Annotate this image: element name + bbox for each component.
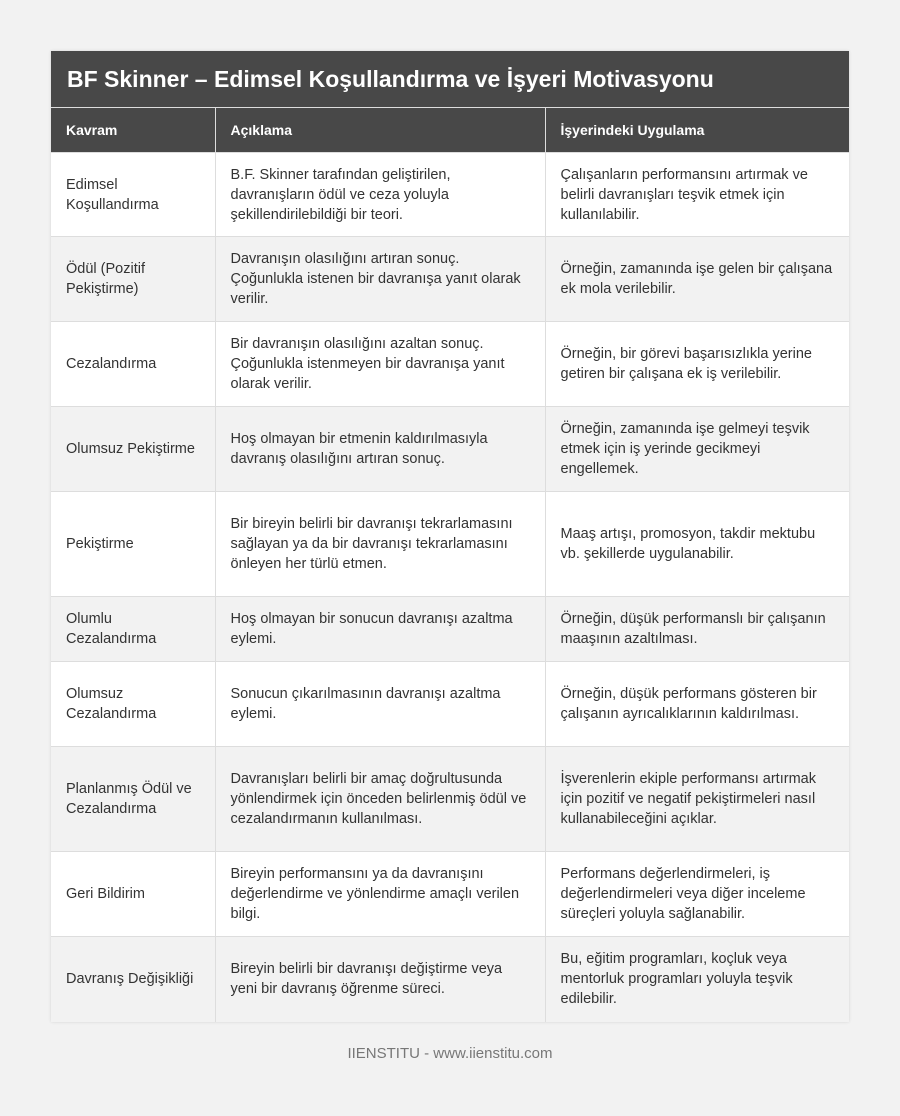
cell-uygulama: Çalışanların performansını artırmak ve b…: [545, 152, 849, 237]
cell-kavram: Davranış Değişikliği: [51, 936, 216, 1022]
column-header-aciklama: Açıklama: [215, 108, 546, 153]
cell-kavram: Olumsuz Pekiştirme: [51, 406, 216, 492]
table-row: Olumsuz Cezalandırma Sonucun çıkarılmasın…: [51, 661, 849, 747]
table-row: Ödül (Pozitif Pekiştirme) Davranışın olas…: [51, 236, 849, 322]
cell-aciklama: Bir davranışın olasılığını azaltan sonuç…: [215, 321, 546, 407]
cell-uygulama: Örneğin, düşük performans gösteren bir ç…: [545, 661, 849, 747]
cell-aciklama: Bireyin belirli bir davranışı değiştirme…: [215, 936, 546, 1022]
cell-kavram: Planlanmış Ödül ve Cezalandırma: [51, 746, 216, 852]
table-row: Geri Bildirim Bireyin performansını ya da…: [51, 851, 849, 937]
table-row: Olumlu Cezalandırma Hoş olmayan bir sonuc…: [51, 596, 849, 662]
cell-kavram: Edimsel Koşullandırma: [51, 152, 216, 237]
concept-table: Kavram Açıklama İşyerindeki Uygulama Edi…: [51, 108, 849, 1022]
table-card: BF Skinner – Edimsel Koşullandırma ve İş…: [51, 51, 849, 1022]
cell-uygulama: Örneğin, bir görevi başarısızlıkla yerin…: [545, 321, 849, 407]
cell-kavram: Olumlu Cezalandırma: [51, 596, 216, 662]
cell-kavram: Cezalandırma: [51, 321, 216, 407]
table-row: Cezalandırma Bir davranışın olasılığını a…: [51, 321, 849, 407]
column-header-kavram: Kavram: [51, 108, 216, 153]
table-row: Pekiştirme Bir bireyin belirli bir davran…: [51, 491, 849, 597]
cell-aciklama: Davranışın olasılığını artıran sonuç. Ço…: [215, 236, 546, 322]
cell-uygulama: Bu, eğitim programları, koçluk veya ment…: [545, 936, 849, 1022]
cell-aciklama: Bireyin performansını ya da davranışını …: [215, 851, 546, 937]
table-row: Davranış Değişikliği Bireyin belirli bir …: [51, 936, 849, 1022]
cell-uygulama: Örneğin, düşük performanslı bir çalışanı…: [545, 596, 849, 662]
cell-uygulama: Performans değerlendirmeleri, iş değerle…: [545, 851, 849, 937]
cell-uygulama: Maaş artışı, promosyon, takdir mektubu v…: [545, 491, 849, 597]
cell-uygulama: İşverenlerin ekiple performansı artırmak…: [545, 746, 849, 852]
cell-aciklama: B.F. Skinner tarafından geliştirilen, da…: [215, 152, 546, 237]
table-row: Planlanmış Ödül ve Cezalandırma Davranışl…: [51, 746, 849, 852]
cell-kavram: Ödül (Pozitif Pekiştirme): [51, 236, 216, 322]
cell-aciklama: Sonucun çıkarılmasının davranışı azaltma…: [215, 661, 546, 747]
cell-kavram: Pekiştirme: [51, 491, 216, 597]
cell-aciklama: Hoş olmayan bir sonucun davranışı azaltm…: [215, 596, 546, 662]
cell-uygulama: Örneğin, zamanında işe gelen bir çalışan…: [545, 236, 849, 322]
table-row: Olumsuz Pekiştirme Hoş olmayan bir etmeni…: [51, 406, 849, 492]
cell-kavram: Geri Bildirim: [51, 851, 216, 937]
cell-uygulama: Örneğin, zamanında işe gelmeyi teşvik et…: [545, 406, 849, 492]
column-header-uygulama: İşyerindeki Uygulama: [545, 108, 849, 153]
cell-kavram: Olumsuz Cezalandırma: [51, 661, 216, 747]
table-row: Edimsel Koşullandırma B.F. Skinner tarafı…: [51, 152, 849, 237]
cell-aciklama: Bir bireyin belirli bir davranışı tekrar…: [215, 491, 546, 597]
cell-aciklama: Davranışları belirli bir amaç doğrultusu…: [215, 746, 546, 852]
cell-aciklama: Hoş olmayan bir etmenin kaldırılmasıyla …: [215, 406, 546, 492]
footer-credit: IIENSTITU - www.iienstitu.com: [347, 1045, 553, 1062]
table-title: BF Skinner – Edimsel Koşullandırma ve İş…: [51, 51, 849, 108]
header-row: Kavram Açıklama İşyerindeki Uygulama: [51, 108, 849, 153]
